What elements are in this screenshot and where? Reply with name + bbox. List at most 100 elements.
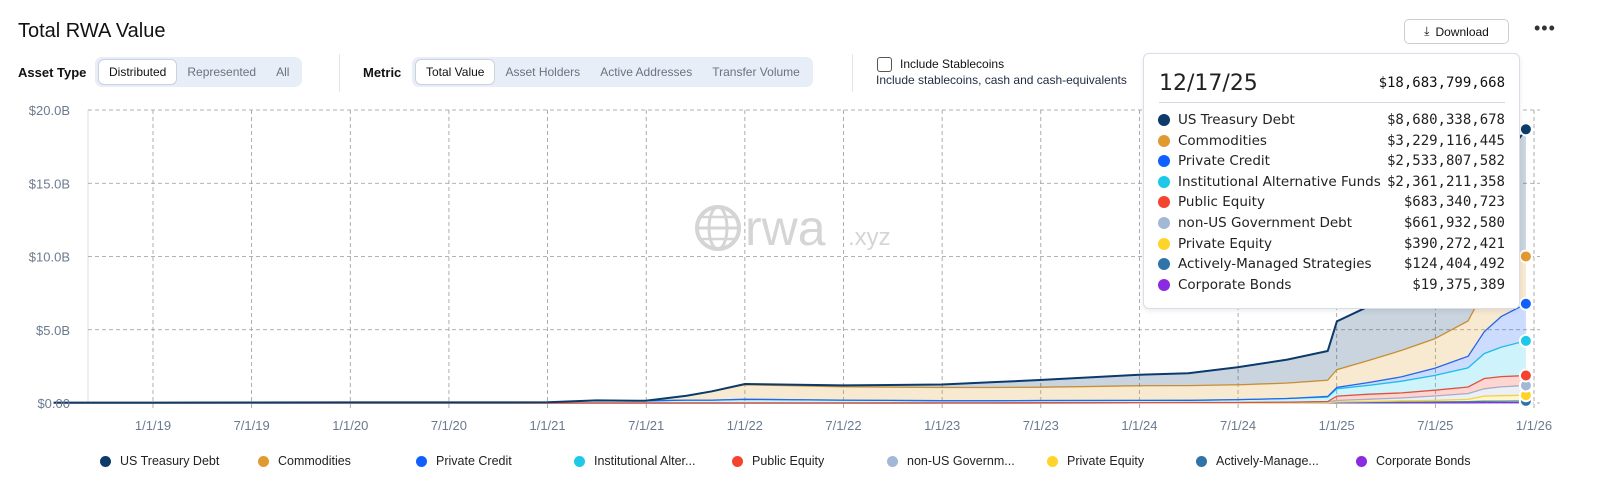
tooltip-series-name: Corporate Bonds bbox=[1178, 276, 1292, 293]
marker-public-equity bbox=[1518, 368, 1533, 383]
tooltip-row: Corporate Bonds $19,375,389 bbox=[1158, 275, 1505, 295]
page-title: Total RWA Value bbox=[18, 20, 166, 42]
metric-asset-holders[interactable]: Asset Holders bbox=[505, 65, 581, 79]
legend-color-dot bbox=[258, 455, 269, 467]
tooltip-row: Public Equity $683,340,723 bbox=[1158, 192, 1505, 212]
x-tick-label: 1/1/23 bbox=[924, 418, 960, 433]
axis-ticks: $0.00 $5.0B $10.0B $15.0B $20.0B 1/1/19 7/1/19… bbox=[29, 103, 1552, 433]
y-tick-label: $15.0B bbox=[29, 176, 70, 191]
y-tick-label: $0.00 bbox=[37, 396, 70, 411]
include-stablecoins-label[interactable]: Include Stablecoins bbox=[900, 57, 1005, 71]
area-non-us-government-debt[interactable] bbox=[53, 385, 1526, 404]
tooltip-series-name: Private Equity bbox=[1178, 235, 1273, 252]
legend-label: Corporate Bonds bbox=[1376, 454, 1471, 468]
tooltip-divider bbox=[1159, 102, 1505, 103]
series-color-dot bbox=[1158, 196, 1170, 209]
metric-toggle: Total Value Asset Holders Active Address… bbox=[412, 57, 813, 87]
legend-item[interactable]: US Treasury Debt bbox=[100, 454, 258, 468]
svg-text:.xyz: .xyz bbox=[848, 224, 891, 251]
chart-legend: US Treasury Debt Commodities Private Credi… bbox=[100, 454, 1496, 468]
download-label: Download bbox=[1435, 24, 1489, 39]
marker-us-treasury-debt bbox=[1518, 122, 1533, 137]
x-tick-label: 1/1/22 bbox=[727, 418, 763, 433]
legend-item[interactable]: Private Credit bbox=[416, 454, 574, 468]
x-tick-label: 7/1/24 bbox=[1220, 418, 1256, 433]
metric-total-value[interactable]: Total Value bbox=[415, 59, 496, 85]
tooltip-series-value: $124,404,492 bbox=[1403, 256, 1505, 273]
metric-active-addresses[interactable]: Active Addresses bbox=[600, 65, 693, 79]
tooltip-series-name: US Treasury Debt bbox=[1178, 112, 1295, 128]
tooltip-series-name: non-US Government Debt bbox=[1178, 215, 1353, 231]
include-stablecoins-checkbox[interactable] bbox=[877, 57, 892, 72]
tooltip-row: Institutional Alternative Funds $2,361,21… bbox=[1158, 172, 1505, 192]
series-areas bbox=[53, 128, 1527, 404]
divider bbox=[339, 54, 340, 92]
asset-type-all[interactable]: All bbox=[276, 65, 290, 79]
include-stablecoins-description: Include stablecoins, cash and cash-equiv… bbox=[876, 73, 1127, 87]
x-tick-label: 1/1/25 bbox=[1319, 418, 1355, 433]
tooltip-series-value: $390,272,421 bbox=[1403, 235, 1505, 252]
rwa-logo-watermark: rwa .xyz bbox=[695, 200, 891, 256]
tooltip-row: Private Credit $2,533,807,582 bbox=[1158, 151, 1505, 171]
legend-item[interactable]: Commodities bbox=[258, 454, 416, 468]
tooltip-series-value: $661,932,580 bbox=[1403, 215, 1505, 231]
download-button[interactable]: ⤓ Download bbox=[1404, 19, 1509, 44]
tooltip-series-value: $683,340,723 bbox=[1403, 194, 1505, 211]
tooltip-series-value: $2,533,807,582 bbox=[1386, 153, 1505, 170]
legend-color-dot bbox=[732, 455, 743, 467]
series-color-dot bbox=[1158, 258, 1170, 271]
divider bbox=[852, 54, 853, 92]
legend-color-dot bbox=[1047, 455, 1058, 467]
legend-label: US Treasury Debt bbox=[120, 454, 220, 468]
area-private-equity[interactable] bbox=[53, 395, 1526, 403]
download-icon: ⤓ bbox=[1424, 24, 1430, 38]
tooltip-row: non-US Government Debt $661,932,580 bbox=[1158, 213, 1505, 233]
x-tick-label: 1/1/20 bbox=[332, 418, 368, 433]
legend-item[interactable]: Actively-Manage... bbox=[1196, 454, 1356, 468]
legend-label: Public Equity bbox=[752, 454, 825, 468]
tooltip-series-value: $3,229,116,445 bbox=[1386, 132, 1505, 149]
more-options-button[interactable]: ••• bbox=[1534, 18, 1556, 38]
tooltip-series-name: Actively-Managed Strategies bbox=[1178, 256, 1372, 273]
tooltip-row: US Treasury Debt $8,680,338,678 bbox=[1158, 110, 1505, 130]
legend-item[interactable]: Private Equity bbox=[1047, 454, 1196, 468]
tooltip-series-value: $19,375,389 bbox=[1412, 276, 1505, 293]
legend-color-dot bbox=[574, 455, 585, 467]
legend-item[interactable]: Public Equity bbox=[732, 454, 887, 468]
tooltip-row: Commodities $3,229,116,445 bbox=[1158, 131, 1505, 151]
marker-institutional-alternative-funds bbox=[1518, 333, 1533, 348]
x-tick-label: 1/1/26 bbox=[1516, 418, 1552, 433]
legend-label: non-US Governm... bbox=[907, 454, 1015, 468]
series-color-dot bbox=[1158, 155, 1170, 168]
x-tick-label: 7/1/21 bbox=[628, 418, 664, 433]
asset-type-toggle: Distributed Represented All bbox=[95, 57, 303, 87]
legend-color-dot bbox=[1356, 455, 1367, 467]
metric-transfer-volume[interactable]: Transfer Volume bbox=[712, 65, 800, 79]
legend-label: Private Credit bbox=[436, 454, 512, 468]
x-tick-label: 1/1/24 bbox=[1121, 418, 1157, 433]
legend-item[interactable]: Institutional Alter... bbox=[574, 454, 732, 468]
legend-label: Commodities bbox=[278, 454, 351, 468]
series-color-dot bbox=[1158, 114, 1170, 126]
tooltip-series-name: Commodities bbox=[1178, 132, 1267, 149]
legend-label: Institutional Alter... bbox=[594, 454, 696, 468]
series-color-dot bbox=[1158, 134, 1170, 147]
series-color-dot bbox=[1158, 175, 1170, 188]
asset-type-represented[interactable]: Represented bbox=[187, 65, 257, 79]
legend-color-dot bbox=[887, 455, 898, 467]
asset-type-label: Asset Type bbox=[18, 65, 87, 80]
tooltip-series-name: Institutional Alternative Funds bbox=[1178, 173, 1381, 190]
tooltip-series-name: Private Credit bbox=[1178, 153, 1270, 170]
y-tick-label: $20.0B bbox=[29, 103, 70, 118]
series-color-dot bbox=[1158, 237, 1170, 250]
asset-type-distributed[interactable]: Distributed bbox=[98, 59, 178, 85]
tooltip-series-value: $2,361,211,358 bbox=[1386, 173, 1505, 190]
y-tick-label: $10.0B bbox=[29, 250, 70, 265]
legend-item[interactable]: Corporate Bonds bbox=[1356, 454, 1496, 468]
legend-item[interactable]: non-US Governm... bbox=[887, 454, 1047, 468]
x-tick-label: 7/1/22 bbox=[825, 418, 861, 433]
tooltip-row: Actively-Managed Strategies $124,404,492 bbox=[1158, 254, 1505, 274]
tooltip-series-value: $8,680,338,678 bbox=[1386, 112, 1505, 128]
series-color-dot bbox=[1158, 278, 1170, 291]
